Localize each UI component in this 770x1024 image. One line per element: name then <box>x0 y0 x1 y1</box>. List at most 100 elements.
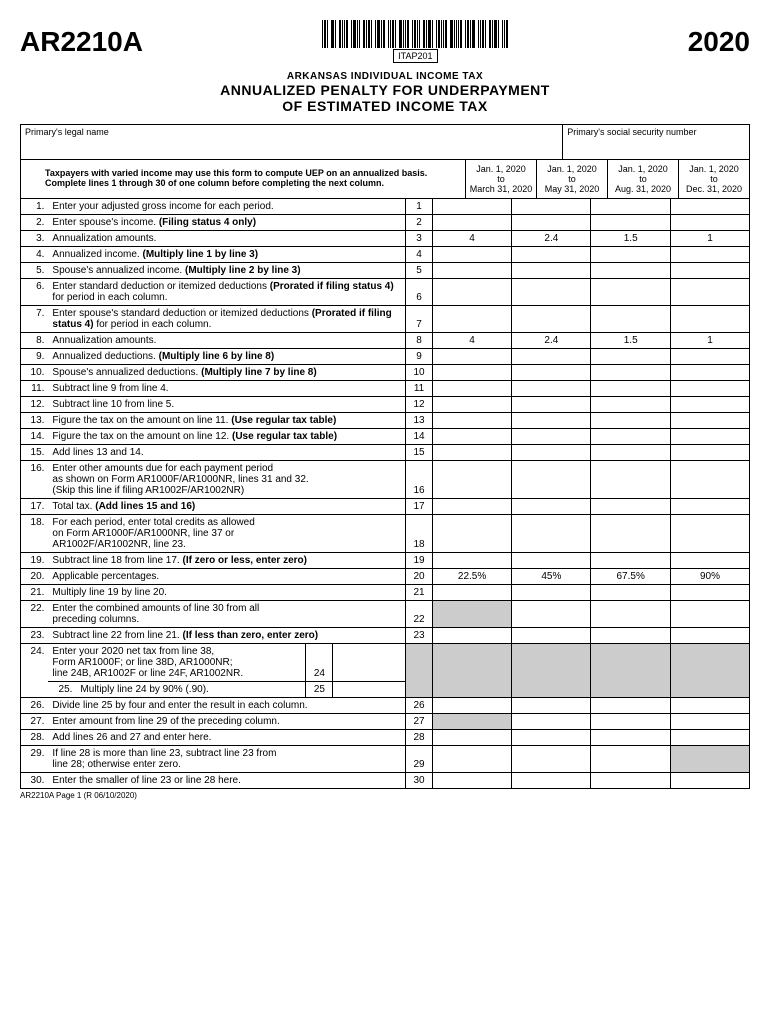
row-value[interactable] <box>512 413 591 429</box>
row-value[interactable] <box>432 247 512 263</box>
row-value[interactable] <box>512 730 591 746</box>
row-value[interactable] <box>591 773 671 789</box>
row-value[interactable] <box>432 397 512 413</box>
row-value[interactable] <box>671 279 750 306</box>
row-value[interactable]: 67.5% <box>591 569 671 585</box>
row-value[interactable] <box>432 746 512 773</box>
row-value[interactable] <box>432 429 512 445</box>
row-value[interactable]: 90% <box>671 569 750 585</box>
row-value[interactable] <box>671 215 750 231</box>
row-value[interactable] <box>671 199 750 215</box>
row-val-25[interactable] <box>332 682 405 697</box>
row-value[interactable] <box>671 698 750 714</box>
row-value[interactable]: 45% <box>512 569 591 585</box>
row-value[interactable] <box>591 263 671 279</box>
row-value[interactable] <box>512 746 591 773</box>
row-value[interactable] <box>591 349 671 365</box>
row-value[interactable] <box>591 365 671 381</box>
row-value[interactable]: 1 <box>671 231 750 247</box>
row-value[interactable] <box>671 397 750 413</box>
row-value[interactable] <box>512 429 591 445</box>
row-value[interactable] <box>432 279 512 306</box>
row-value[interactable] <box>512 698 591 714</box>
row-value[interactable] <box>591 515 671 553</box>
row-value[interactable] <box>671 445 750 461</box>
row-value[interactable]: 1.5 <box>591 231 671 247</box>
row-value[interactable] <box>671 413 750 429</box>
row-value[interactable] <box>671 263 750 279</box>
row-value[interactable] <box>512 279 591 306</box>
row-value[interactable] <box>432 515 512 553</box>
row-val-24[interactable] <box>332 644 405 681</box>
row-value[interactable] <box>591 714 671 730</box>
row-value[interactable] <box>591 601 671 628</box>
row-value[interactable]: 22.5% <box>432 569 512 585</box>
row-value[interactable] <box>432 199 512 215</box>
row-value[interactable] <box>591 413 671 429</box>
row-value[interactable] <box>432 628 512 644</box>
row-value[interactable] <box>512 306 591 333</box>
row-value[interactable] <box>591 628 671 644</box>
row-value[interactable] <box>591 499 671 515</box>
row-value[interactable] <box>432 215 512 231</box>
row-value[interactable]: 4 <box>432 333 512 349</box>
row-value[interactable] <box>591 746 671 773</box>
row-value[interactable] <box>671 553 750 569</box>
row-value[interactable] <box>512 499 591 515</box>
row-value[interactable] <box>432 698 512 714</box>
row-value[interactable] <box>512 628 591 644</box>
row-value[interactable] <box>432 365 512 381</box>
row-value[interactable] <box>671 730 750 746</box>
row-value[interactable] <box>432 499 512 515</box>
row-value[interactable] <box>512 515 591 553</box>
row-value[interactable] <box>432 413 512 429</box>
row-value[interactable] <box>591 381 671 397</box>
row-value[interactable]: 2.4 <box>512 231 591 247</box>
row-value[interactable] <box>512 461 591 499</box>
row-value[interactable] <box>591 397 671 413</box>
row-value[interactable] <box>512 445 591 461</box>
row-value[interactable] <box>671 247 750 263</box>
row-value[interactable] <box>512 601 591 628</box>
row-value[interactable]: 2.4 <box>512 333 591 349</box>
row-value[interactable] <box>671 585 750 601</box>
row-value[interactable] <box>591 199 671 215</box>
row-value[interactable] <box>512 553 591 569</box>
row-value[interactable] <box>671 306 750 333</box>
row-value[interactable] <box>671 349 750 365</box>
row-value[interactable] <box>512 263 591 279</box>
row-value[interactable] <box>512 365 591 381</box>
row-value[interactable] <box>591 553 671 569</box>
row-value[interactable] <box>432 445 512 461</box>
row-value[interactable] <box>591 215 671 231</box>
row-value[interactable] <box>512 397 591 413</box>
row-value[interactable] <box>432 553 512 569</box>
row-value[interactable] <box>671 365 750 381</box>
primary-name-field[interactable]: Primary's legal name <box>21 125 563 159</box>
row-value[interactable] <box>432 263 512 279</box>
row-value[interactable] <box>671 499 750 515</box>
row-value[interactable] <box>591 429 671 445</box>
row-value[interactable]: 1.5 <box>591 333 671 349</box>
row-value[interactable]: 4 <box>432 231 512 247</box>
row-value[interactable] <box>591 279 671 306</box>
row-value[interactable] <box>432 773 512 789</box>
row-value[interactable] <box>591 445 671 461</box>
primary-ssn-field[interactable]: Primary's social security number <box>563 125 749 159</box>
row-value[interactable] <box>432 461 512 499</box>
row-value[interactable] <box>512 215 591 231</box>
row-value[interactable] <box>512 199 591 215</box>
row-value[interactable] <box>591 247 671 263</box>
row-value[interactable] <box>591 585 671 601</box>
row-value[interactable] <box>591 461 671 499</box>
row-value[interactable] <box>671 461 750 499</box>
row-value[interactable] <box>512 585 591 601</box>
row-value[interactable] <box>512 381 591 397</box>
row-value[interactable] <box>432 306 512 333</box>
row-value[interactable] <box>432 730 512 746</box>
row-value[interactable] <box>512 247 591 263</box>
row-value[interactable] <box>671 773 750 789</box>
row-value[interactable] <box>591 698 671 714</box>
row-value[interactable] <box>512 349 591 365</box>
row-value[interactable]: 1 <box>671 333 750 349</box>
